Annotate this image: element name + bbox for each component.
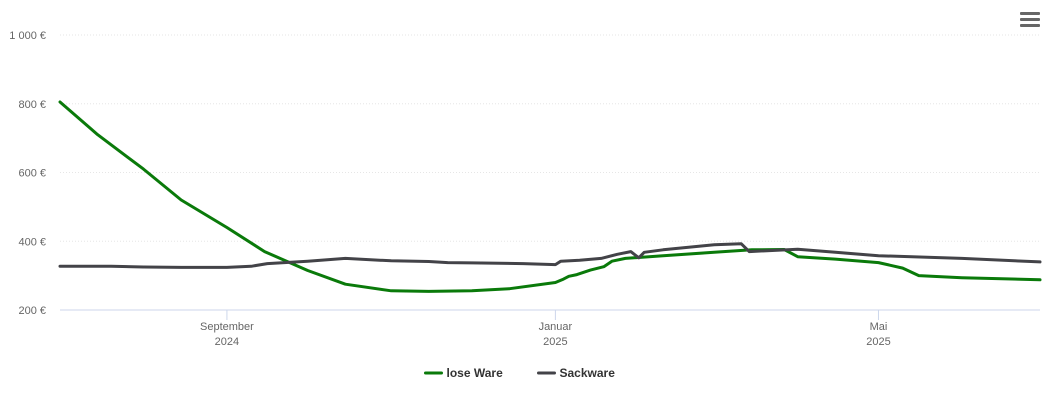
legend-item-sackware[interactable]: Sackware bbox=[537, 366, 616, 380]
x-tick-sublabel: 2024 bbox=[215, 336, 239, 348]
series-line-lose-ware[interactable] bbox=[58, 100, 1042, 293]
series-line-sackware[interactable] bbox=[58, 242, 1042, 269]
y-tick-label: 200 € bbox=[18, 305, 46, 317]
x-tick-sublabel: 2025 bbox=[543, 336, 567, 348]
menu-bar bbox=[1020, 12, 1040, 15]
axes: 200 € 400 € 600 € 800 € 1 000 € September 2024… bbox=[9, 30, 1040, 348]
legend-label: lose Ware bbox=[447, 366, 504, 380]
series-layer bbox=[58, 100, 1042, 293]
y-tick-label: 1 000 € bbox=[9, 30, 46, 42]
menu-bar bbox=[1020, 24, 1040, 27]
y-tick-label: 400 € bbox=[18, 236, 46, 248]
y-tick-label: 800 € bbox=[18, 99, 46, 111]
legend[interactable]: lose Ware Sackware bbox=[424, 366, 616, 380]
x-tick-label: Mai bbox=[870, 321, 888, 333]
x-tick-sublabel: 2025 bbox=[866, 336, 890, 348]
menu-bar bbox=[1020, 18, 1040, 21]
legend-label: Sackware bbox=[560, 366, 616, 380]
x-tick-label: September bbox=[200, 321, 254, 333]
y-tick-label: 600 € bbox=[18, 168, 46, 180]
x-tick-label: Januar bbox=[539, 321, 573, 333]
grid-lines bbox=[60, 34, 1040, 242]
legend-item-lose-ware[interactable]: lose Ware bbox=[424, 366, 504, 380]
hamburger-menu-icon[interactable] bbox=[1020, 12, 1040, 30]
